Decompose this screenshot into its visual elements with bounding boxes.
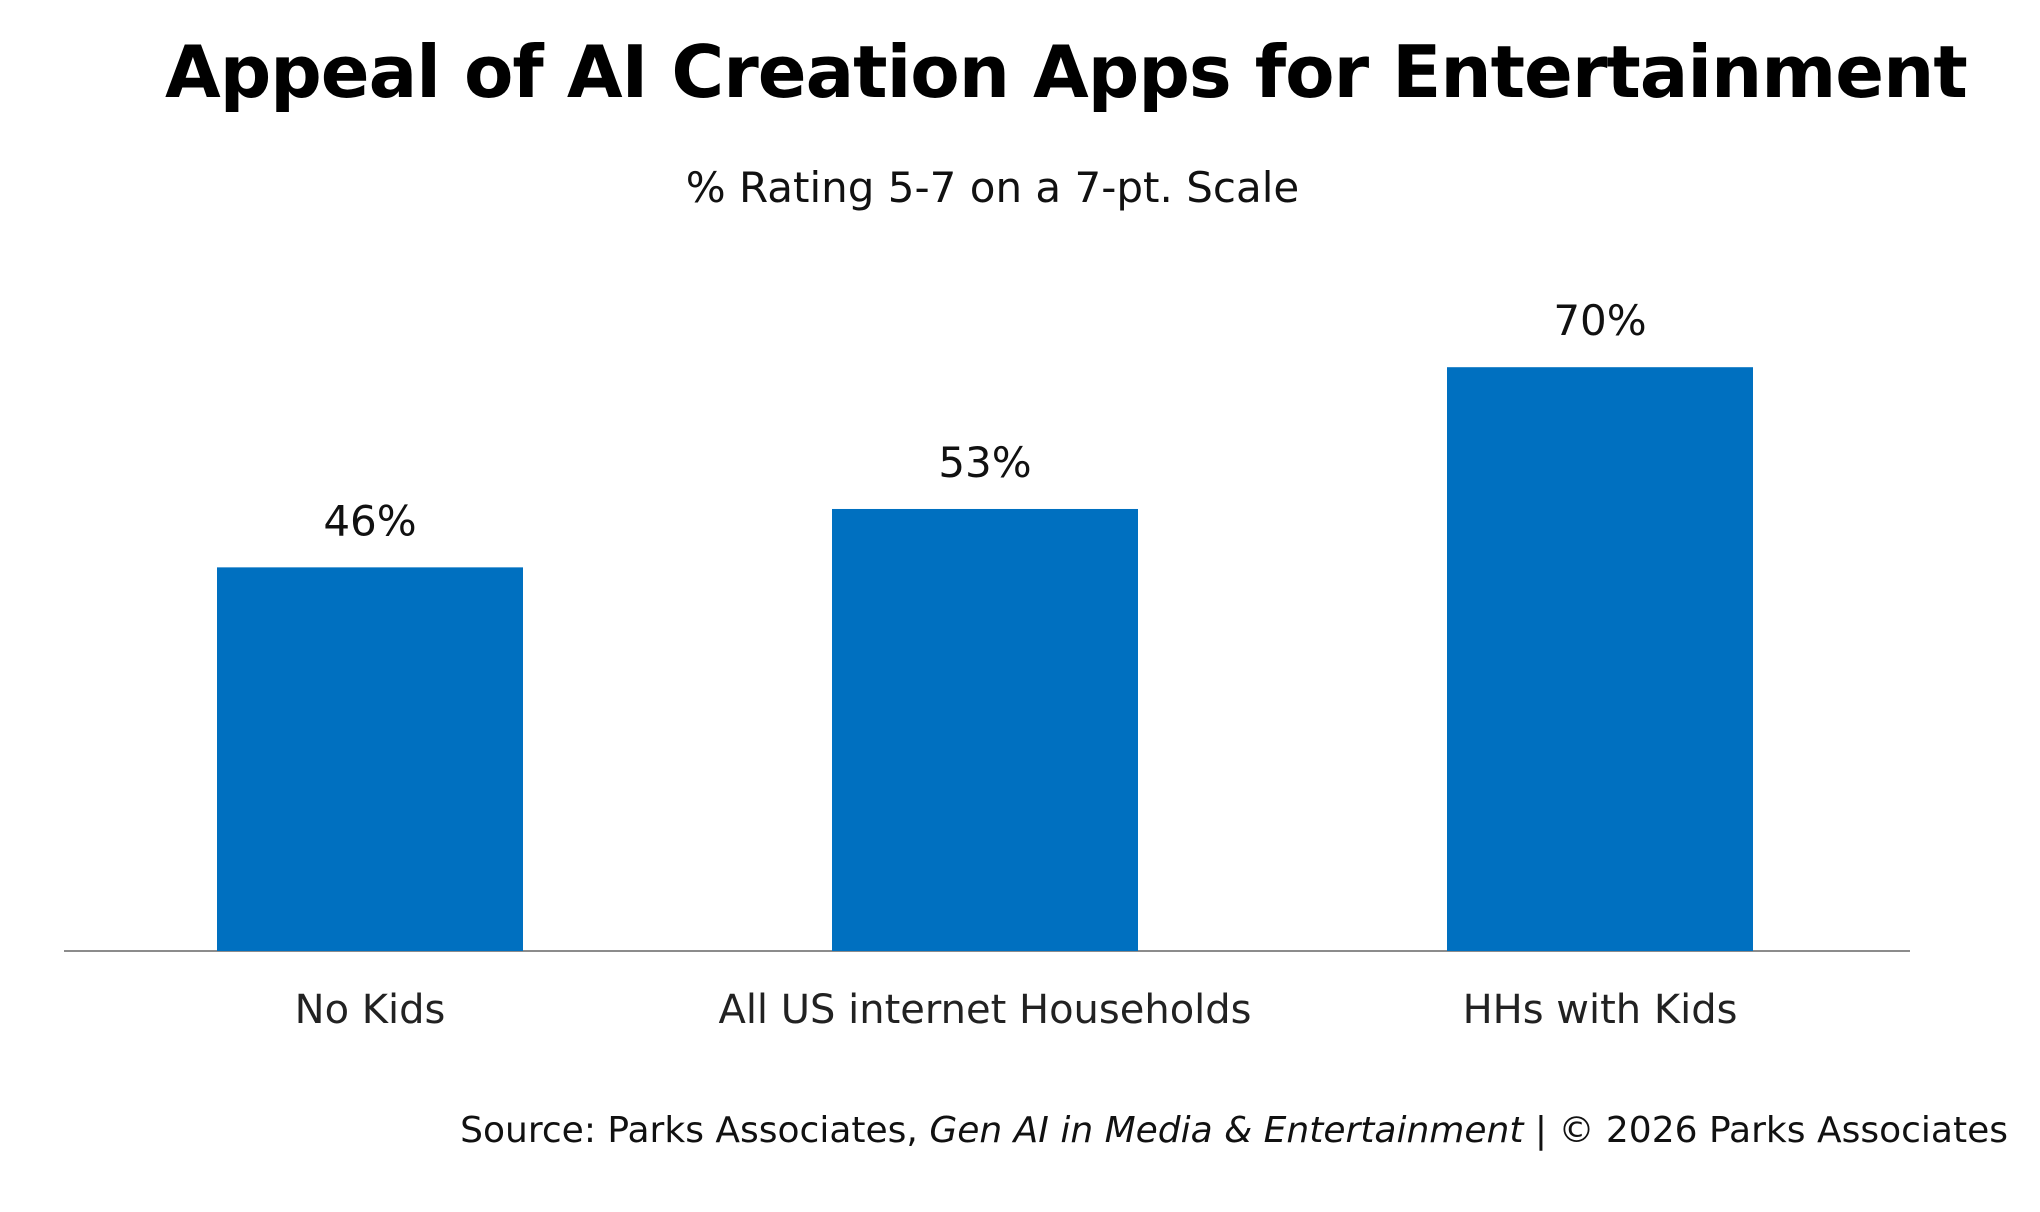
chart-title: Appeal of AI Creation Apps for Entertain… bbox=[165, 30, 1968, 114]
source-suffix: | © 2026 Parks Associates bbox=[1523, 1110, 2008, 1151]
data-label-0: 46% bbox=[323, 496, 416, 545]
bar-1 bbox=[832, 508, 1138, 951]
data-label-1: 53% bbox=[938, 438, 1031, 487]
category-label-0: No Kids bbox=[295, 987, 446, 1033]
source-prefix: Source: Parks Associates, bbox=[460, 1110, 930, 1151]
source-report-title: Gen AI in Media & Entertainment bbox=[929, 1110, 1524, 1151]
category-label-2: HHs with Kids bbox=[1463, 987, 1738, 1033]
bars-group bbox=[217, 367, 1753, 951]
bar-2 bbox=[1447, 367, 1753, 951]
category-label-1: All US internet Households bbox=[718, 987, 1251, 1033]
bar-0 bbox=[217, 567, 523, 951]
data-label-2: 70% bbox=[1553, 296, 1646, 345]
source-note: Source: Parks Associates, Gen AI in Medi… bbox=[460, 1110, 2008, 1151]
chart-subtitle: % Rating 5-7 on a 7-pt. Scale bbox=[685, 163, 1300, 212]
